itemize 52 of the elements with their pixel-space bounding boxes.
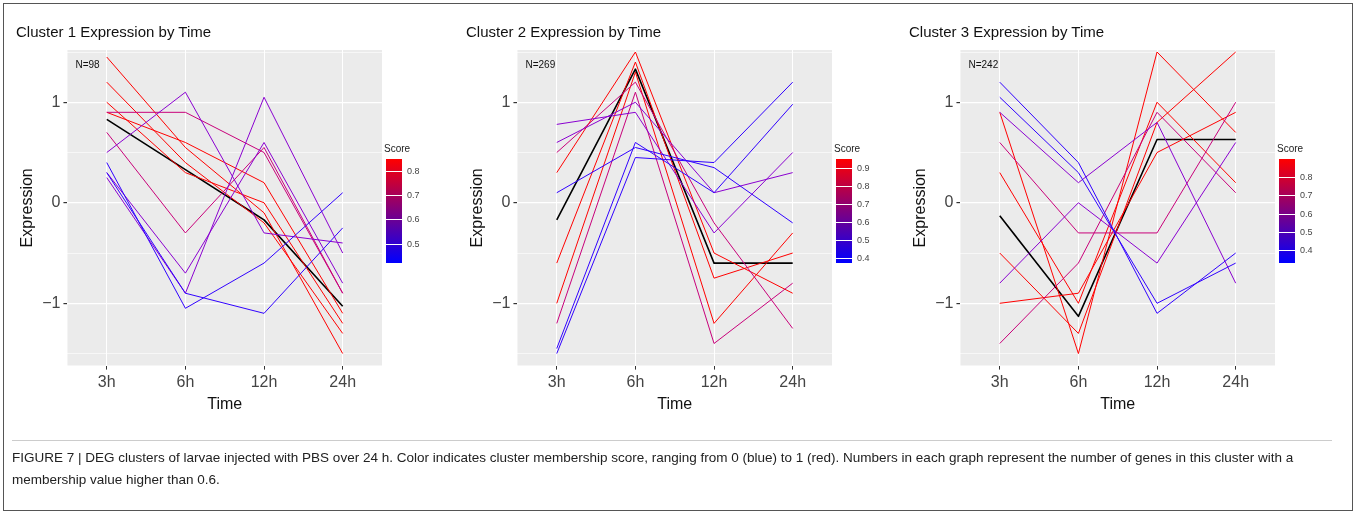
x-tick-label: 3h — [547, 372, 566, 390]
annotation: N=242 — [968, 58, 999, 70]
x-tick-label: 24h — [1222, 372, 1250, 390]
chart-title: Cluster 2 Expression by Time — [466, 23, 662, 41]
chart-title: Cluster 1 Expression by Time — [16, 23, 212, 41]
y-tick-label: 0 — [501, 193, 511, 211]
y-tick-label: −1 — [492, 293, 511, 311]
x-tick-label: 6h — [176, 372, 195, 390]
y-tick-label: 1 — [944, 92, 954, 110]
y-axis-title: Expression — [911, 168, 929, 248]
y-tick-label: −1 — [935, 293, 954, 311]
annotation: N=98 — [75, 58, 101, 70]
y-tick-label: 0 — [51, 193, 61, 211]
color-bar-label: 0.9 — [857, 162, 870, 173]
x-tick-label: 3h — [97, 372, 116, 390]
x-axis-title: Time — [207, 394, 243, 412]
x-tick-label: 24h — [779, 372, 807, 390]
chart-title: Cluster 3 Expression by Time — [909, 23, 1105, 41]
caption: FIGURE 7 | DEG clusters of larvae injected with PBS over 24 h. Color indicates cluster membership score, ranging from 0 (blue) to 1 (red). Numbers in each graph represent the number of genes in this cluster with a membership value higher than 0.6. — [12, 440, 1332, 491]
y-axis-title: Expression — [468, 168, 486, 248]
y-tick-label: 0 — [944, 193, 954, 211]
x-tick-label: 12h — [700, 372, 728, 390]
color-bar-label: 0.5 — [1300, 226, 1313, 237]
color-bar-label: 0.6 — [857, 216, 870, 227]
color-bar-label: 0.7 — [407, 190, 420, 201]
color-bar-label: 0.5 — [857, 234, 870, 245]
color-bar-label: 0.6 — [407, 214, 420, 225]
color-bar-label: 0.4 — [857, 252, 870, 263]
x-axis-title: Time — [657, 394, 693, 412]
color-bar-label: 0.8 — [857, 180, 870, 191]
x-axis-title: Time — [1100, 394, 1136, 412]
y-tick-label: −1 — [42, 293, 61, 311]
color-bar-label: 0.7 — [1300, 190, 1313, 201]
color-bar-label: 0.4 — [1300, 245, 1313, 256]
y-tick-label: 1 — [51, 92, 61, 110]
color-bar-label: 0.8 — [1300, 172, 1313, 183]
color-bar-label: 0.7 — [857, 198, 870, 209]
x-tick-label: 6h — [626, 372, 645, 390]
color-bar-title: Score — [834, 143, 861, 154]
y-axis-title: Expression — [18, 168, 36, 248]
x-tick-label: 12h — [250, 372, 278, 390]
annotation: N=269 — [525, 58, 556, 70]
x-tick-label: 24h — [329, 372, 357, 390]
color-bar-label: 0.6 — [1300, 208, 1313, 219]
color-bar-title: Score — [1277, 143, 1304, 154]
x-tick-label: 6h — [1069, 372, 1088, 390]
color-bar-title: Score — [384, 143, 411, 154]
color-bar-label: 0.5 — [407, 238, 420, 249]
x-tick-label: 12h — [1143, 372, 1171, 390]
color-bar-label: 0.8 — [407, 166, 420, 177]
x-tick-label: 3h — [990, 372, 1009, 390]
y-tick-label: 1 — [501, 92, 511, 110]
